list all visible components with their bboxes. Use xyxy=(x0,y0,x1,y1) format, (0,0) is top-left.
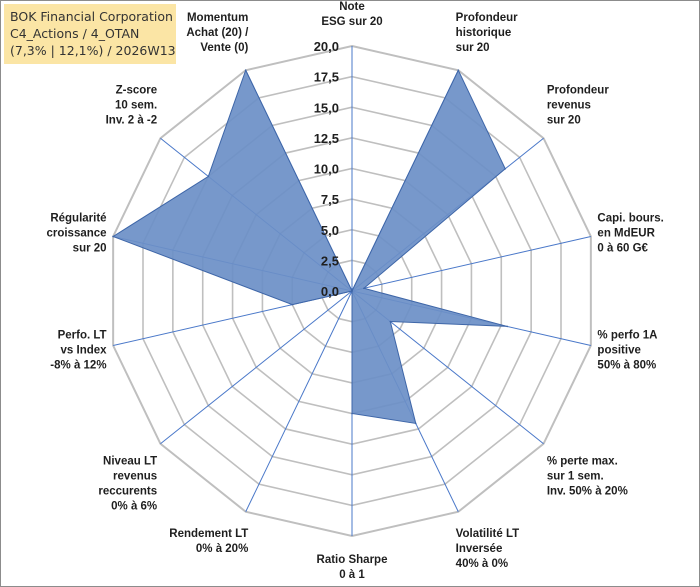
axis-label: Z-score 10 sem. Inv. 2 à -2 xyxy=(106,85,158,127)
tick-label: 15,0 xyxy=(314,100,339,115)
data-point xyxy=(207,175,210,178)
data-point xyxy=(244,69,247,72)
title-period: (7,3% | 12,1%) / 2026W13 xyxy=(10,43,176,58)
title-category: C4_Actions / 4_OTAN xyxy=(10,26,140,41)
axis-label: Rendement LT 0% à 20% xyxy=(169,528,248,555)
data-point xyxy=(414,422,417,425)
axis-label: Régularité croissance sur 20 xyxy=(46,213,106,255)
data-point xyxy=(112,235,114,238)
tick-label: 20,0 xyxy=(314,39,339,54)
title-box: BOK Financial Corporation C4_Actions / 4… xyxy=(4,4,176,64)
axis-label: Profondeur historique sur 20 xyxy=(456,12,518,54)
data-point xyxy=(504,167,507,170)
axis-label: Momentum Achat (20) / Vente (0) xyxy=(186,12,249,54)
axis-label: Volatilité LT Inversée 40% à 0% xyxy=(456,528,519,570)
data-point xyxy=(291,303,294,306)
axis-label: Capi. bours. en MdEUR 0 à 60 G€ xyxy=(597,213,663,255)
data-point xyxy=(363,287,365,290)
series-area xyxy=(112,68,508,425)
tick-label: 17,5 xyxy=(314,70,339,85)
axis-labels: Note ESG sur 20 Profondeur historique sur 20… xyxy=(46,1,663,581)
tick-label: 10,0 xyxy=(314,162,339,177)
tick-label: 2,5 xyxy=(321,253,339,268)
axis-label: % perte max. sur 1 sem. Inv. 50% à 20% xyxy=(547,455,628,497)
axis-spoke xyxy=(245,290,353,512)
data-point xyxy=(351,412,353,415)
radial-tick-labels: 0,0 2,5 5,0 7,5 10,0 12,5 15,0 17,5 20,0 xyxy=(314,39,339,299)
radar-series xyxy=(112,68,509,425)
axis-label: Ratio Sharpe 0 à 1 xyxy=(317,554,388,581)
data-point xyxy=(457,69,460,72)
tick-label: 0,0 xyxy=(321,284,339,299)
tick-label: 12,5 xyxy=(314,131,339,146)
data-point xyxy=(351,290,353,292)
title-company: BOK Financial Corporation xyxy=(10,9,173,24)
tick-label: 5,0 xyxy=(321,223,339,238)
data-point xyxy=(506,325,509,328)
tick-label: 7,5 xyxy=(321,192,339,207)
axis-label: Profondeur revenus sur 20 xyxy=(547,85,609,127)
axis-label: Perfo. LT vs Index -8% à 12% xyxy=(50,329,107,371)
axis-label: Note ESG sur 20 xyxy=(321,1,382,28)
axis-spoke xyxy=(160,290,353,445)
data-point xyxy=(389,320,392,323)
axis-spoke xyxy=(351,235,591,292)
axis-label: % perfo 1A positive 50% à 80% xyxy=(597,329,657,371)
axis-label: Niveau LT revenus reccurents 0% à 6% xyxy=(98,455,157,512)
